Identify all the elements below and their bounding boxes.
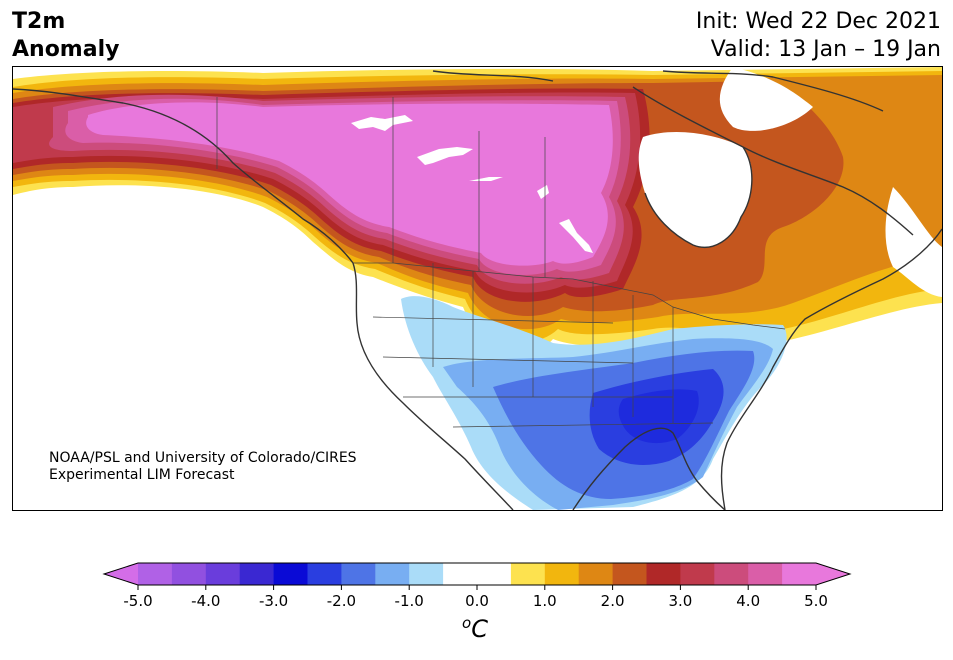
forecast-dates: Init: Wed 22 Dec 2021 Valid: 13 Jan – 19… xyxy=(696,8,941,64)
warm-band-9 xyxy=(86,102,613,266)
lake-reindeer xyxy=(537,185,549,199)
map-canvas xyxy=(13,67,942,510)
colorbar-tick-label: -5.0 xyxy=(123,592,152,610)
title-variable-line1: T2m xyxy=(12,9,66,34)
anomaly-map xyxy=(12,66,943,511)
colorbar-tick-label: 0.0 xyxy=(465,592,489,610)
colorbar-bin xyxy=(748,563,783,585)
lake-great-slave xyxy=(417,147,473,165)
colorbar-tick-label: 2.0 xyxy=(601,592,625,610)
colorbar-bin xyxy=(205,563,241,585)
colorbar-over-triangle xyxy=(816,563,850,585)
coastlines xyxy=(13,70,942,510)
colorbar-bin xyxy=(375,563,410,585)
colorbar-tick-label: -3.0 xyxy=(259,592,288,610)
colorbar-bin xyxy=(307,563,342,585)
political-borders xyxy=(216,97,786,428)
colorbar-tick-label: 3.0 xyxy=(668,592,692,610)
credit-line2: Experimental LIM Forecast xyxy=(49,467,235,483)
colorbar: -5.0 -4.0 -3.0 -2.0 -1.0 0.0 1.0 2.0 3.0 4.0 5.0 xyxy=(0,560,953,660)
unit-degree-mark: o xyxy=(462,614,472,632)
map-title: T2m Anomaly xyxy=(12,8,119,64)
colorbar-bin xyxy=(578,563,614,585)
hudson-bay xyxy=(638,132,753,248)
colorbar-tick-label: -2.0 xyxy=(327,592,356,610)
unit-letter: C xyxy=(471,615,488,643)
colorbar-tick-label: -1.0 xyxy=(395,592,424,610)
lake-winnipeg xyxy=(559,219,593,253)
colorbar-bin xyxy=(544,563,580,585)
colorbar-tick-label: 4.0 xyxy=(736,592,760,610)
colorbar-tick-label: -4.0 xyxy=(191,592,220,610)
credit-line1: NOAA/PSL and University of Colorado/CIRE… xyxy=(49,450,357,466)
colorbar-bin xyxy=(138,563,173,585)
colorbar-bin xyxy=(443,563,512,585)
title-variable-line2: Anomaly xyxy=(12,37,120,62)
colorbar-bin xyxy=(782,563,817,585)
credit-text: NOAA/PSL and University of Colorado/CIRE… xyxy=(49,450,357,484)
colorbar-bin xyxy=(409,563,444,585)
baffin-bay xyxy=(719,67,813,131)
colorbar-bin xyxy=(680,563,715,585)
init-date: Init: Wed 22 Dec 2021 xyxy=(695,9,941,34)
colorbar-svg: -5.0 -4.0 -3.0 -2.0 -1.0 0.0 1.0 2.0 3.0 4.0 5.0 xyxy=(102,562,852,610)
colorbar-bin xyxy=(239,563,275,585)
lake-great-bear xyxy=(351,115,413,131)
cold-band-5 xyxy=(618,389,699,444)
colorbar-tick-label: 5.0 xyxy=(804,592,828,610)
colorbar-under-triangle xyxy=(104,563,138,585)
colorbar-bin xyxy=(171,563,207,585)
valid-range: Valid: 13 Jan – 19 Jan xyxy=(710,37,941,62)
cold-band-4 xyxy=(589,369,724,465)
colorbar-bin xyxy=(341,563,376,585)
lake-athabasca xyxy=(469,177,503,181)
colorbar-bin xyxy=(612,563,647,585)
colorbar-unit-label: oC xyxy=(462,614,488,643)
colorbar-bin xyxy=(714,563,749,585)
colorbar-bin xyxy=(510,563,546,585)
colorbar-tick-label: 1.0 xyxy=(533,592,557,610)
colorbar-bin xyxy=(273,563,308,585)
colorbar-bin xyxy=(646,563,681,585)
